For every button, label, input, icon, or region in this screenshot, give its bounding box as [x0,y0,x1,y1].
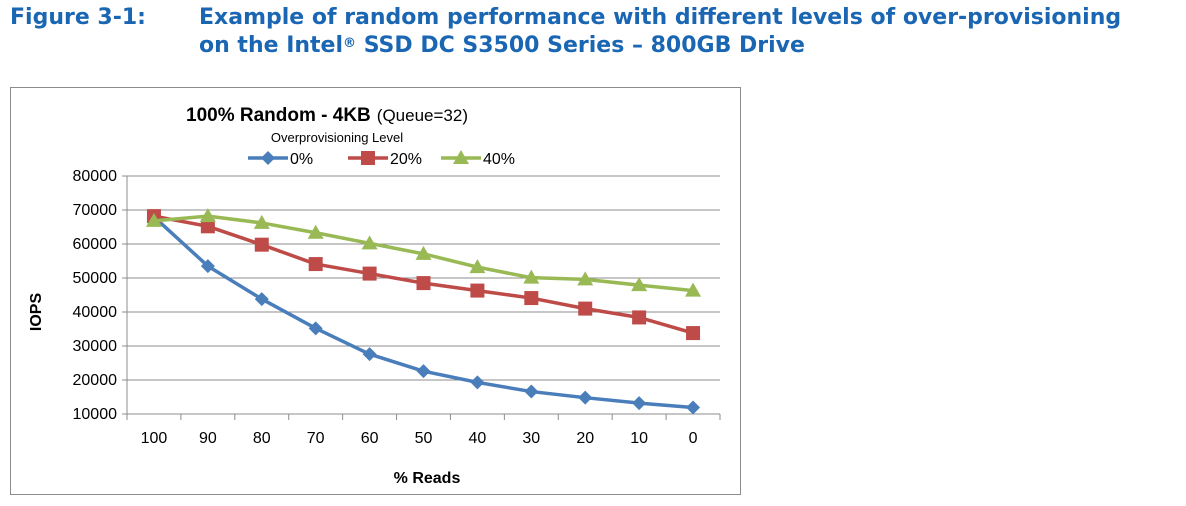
chart-title-suffix: (Queue=32) [377,106,468,125]
data-point [254,237,269,252]
x-tick-labels: 100 90 80 70 60 50 40 30 20 10 0 [141,430,698,447]
x-tick-label: 40 [469,430,487,447]
figure-title-line2: on the Intel® SSD DC S3500 Series – 800G… [199,32,1186,60]
y-tick-label: 70000 [73,202,118,219]
x-tick-label: 30 [522,430,540,447]
data-point [200,259,215,274]
data-point [632,310,647,325]
figure-title: Example of random performance with diffe… [199,4,1186,60]
data-point [686,326,701,341]
chart-frame: 100% Random - 4KB (Queue=32) Overprovisio… [10,87,741,495]
series-1 [146,209,701,341]
y-tick-label: 30000 [73,338,118,355]
series-0 [146,209,701,415]
data-point [361,235,378,250]
legend-item: 20% [348,151,422,168]
x-tick-label: 100 [141,430,168,447]
legend: 0% 20% 40% [248,150,515,168]
data-point [631,277,648,292]
data-point [577,271,594,286]
data-point [362,347,377,362]
data-point [200,219,215,234]
data-point [524,384,539,399]
data-point [470,283,485,298]
data-point [254,292,269,307]
data-point [362,266,377,281]
data-point [578,301,593,316]
y-tick-labels: 80000 70000 60000 50000 40000 30000 20000 10000 [73,168,118,423]
figure-title-line1: Example of random performance with diffe… [199,5,1122,30]
legend-item: 0% [248,151,313,168]
y-tick-label: 60000 [73,236,118,253]
legend-item: 40% [441,150,515,168]
axes [122,175,721,420]
y-tick-label: 50000 [73,270,118,287]
line-chart: 100% Random - 4KB (Queue=32) Overprovisio… [28,105,721,487]
y-axis-label: IOPS [28,293,45,332]
x-tick-label: 20 [576,430,594,447]
data-point [308,257,323,272]
x-tick-label: 70 [307,430,325,447]
legend-marker [361,151,375,165]
series-line [153,214,694,335]
data-point [470,375,485,390]
data-point [523,269,540,284]
data-point [416,364,431,379]
data-point [632,396,647,411]
y-tick-label: 80000 [73,168,118,185]
figure-title-line2-suffix: SSD DC S3500 Series – 800GB Drive [356,33,805,58]
figure-label: Figure 3-1: [10,5,146,30]
series-group [145,208,702,415]
x-tick-label: 90 [199,430,217,447]
legend-label: 20% [390,151,422,168]
y-tick-label: 10000 [73,406,118,423]
legend-label: 0% [290,151,313,168]
x-tick-label: 60 [361,430,379,447]
legend-label: 40% [483,151,515,168]
data-point [578,390,593,405]
legend-marker [261,151,275,165]
x-axis-label: % Reads [394,470,461,487]
figure-title-line2-prefix: on the Intel [199,33,344,58]
legend-marker [453,150,469,164]
y-tick-label: 20000 [73,372,118,389]
data-point [253,214,270,229]
data-point [145,212,162,227]
x-tick-label: 50 [415,430,433,447]
legend-title: Overprovisioning Level [271,130,403,145]
x-tick-label: 0 [689,430,698,447]
registered-mark: ® [343,36,357,51]
x-tick-label: 10 [630,430,648,447]
chart-title-main: 100% Random - 4KB [186,105,371,126]
data-point [308,321,323,336]
data-point [415,245,432,260]
data-point [469,259,486,274]
data-point [199,208,216,223]
x-tick-label: 80 [253,430,271,447]
data-point [686,400,701,415]
chart-title: 100% Random - 4KB (Queue=32) [186,105,468,126]
data-point [524,291,539,306]
data-point [416,276,431,291]
data-point [307,224,324,239]
series-2 [145,208,702,297]
y-tick-label: 40000 [73,304,118,321]
data-point [685,282,702,297]
